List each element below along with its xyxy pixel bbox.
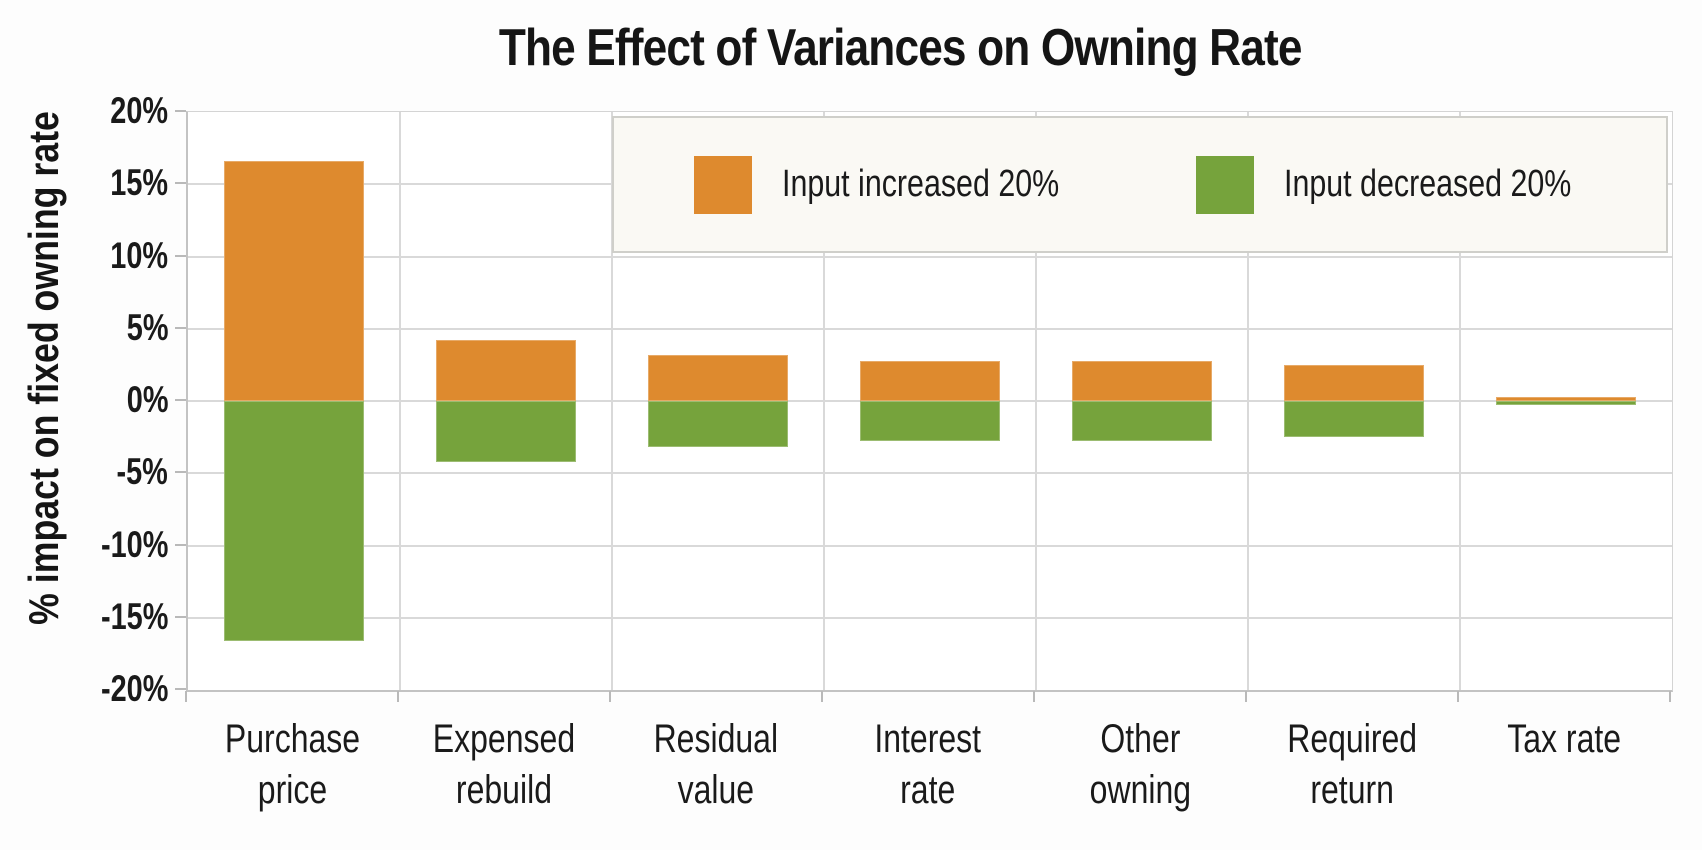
y-tick-text: 0% [126, 379, 168, 420]
y-axis-tick [175, 326, 186, 329]
category-label-text: Residual value [653, 717, 779, 812]
bar-increase-purchase-price [224, 161, 364, 401]
category-label-purchase-price: Purchase price [186, 714, 398, 816]
bar-decrease-expensed-rebuild [436, 401, 576, 462]
y-tick-label-5: 5% [38, 306, 168, 350]
category-label-required-return: Required return [1246, 714, 1458, 816]
x-axis-tick [1245, 691, 1247, 702]
bar-decrease-residual-value [648, 401, 788, 448]
bar-decrease-required-return [1284, 401, 1424, 438]
y-tick-label-10: 10% [38, 234, 168, 278]
category-label-residual-value: Residual value [610, 714, 822, 816]
legend-item-increase: Input increased 20% [694, 118, 1128, 251]
category-label-other-owning: Other owning [1034, 714, 1246, 816]
x-axis-tick [821, 691, 823, 702]
y-axis-tick [175, 399, 186, 401]
gridline-horizontal [188, 544, 1672, 547]
bar-increase-interest-rate [860, 360, 1000, 401]
y-tick-text: -5% [116, 451, 168, 493]
y-axis-tick [175, 471, 186, 474]
category-label-expensed-rebuild: Expensed rebuild [398, 714, 610, 816]
y-axis-tick [175, 182, 186, 185]
y-tick-label-0: 0% [38, 378, 168, 422]
bar-increase-tax-rate [1496, 397, 1636, 401]
category-label-text: Other owning [1089, 717, 1191, 812]
x-axis-tick [185, 691, 187, 702]
legend-swatch-increase [694, 155, 752, 214]
category-label-text: Purchase price [224, 717, 360, 812]
gridline-vertical [823, 112, 825, 690]
y-axis-tick [175, 543, 186, 546]
bar-decrease-purchase-price [224, 401, 364, 641]
category-label-interest-rate: Interest rate [822, 714, 1034, 816]
y-tick-text: -20% [100, 668, 168, 709]
bar-decrease-tax-rate [1496, 401, 1636, 405]
y-axis-tick [175, 688, 186, 690]
y-tick-text: -15% [100, 595, 168, 637]
gridline-vertical [1035, 112, 1037, 690]
y-axis-tick [175, 254, 186, 257]
y-tick-label-20: 20% [38, 89, 168, 133]
x-axis-tick [397, 691, 399, 702]
category-label-text: Interest rate [874, 717, 982, 812]
legend-label-text: Input increased 20% [782, 163, 1060, 205]
y-tick-text: 15% [110, 162, 168, 204]
legend-label: Input decreased 20% [1284, 163, 1643, 206]
bar-increase-residual-value [648, 354, 788, 401]
x-axis-tick [1457, 691, 1459, 702]
y-tick-text: 20% [110, 90, 168, 131]
x-axis-tick [1669, 691, 1671, 702]
y-tick-text: -10% [100, 523, 168, 565]
legend-label: Input increased 20% [782, 163, 1128, 206]
legend-swatch-decrease [1196, 155, 1254, 214]
category-label-text: Required return [1287, 717, 1417, 812]
chart-title-text: The Effect of Variances on Owning Rate [498, 19, 1303, 77]
category-label-text: Expensed rebuild [432, 717, 576, 812]
gridline-vertical [399, 112, 401, 690]
y-tick-label--5: -5% [38, 450, 168, 494]
chart-title: The Effect of Variances on Owning Rate [150, 18, 1650, 78]
legend: Input increased 20% Input decreased 20% [612, 116, 1668, 253]
bar-decrease-other-owning [1072, 401, 1212, 442]
bar-increase-other-owning [1072, 360, 1212, 401]
y-tick-label--20: -20% [38, 667, 168, 711]
gridline-horizontal [188, 472, 1672, 475]
x-axis-tick [609, 691, 611, 702]
legend-item-decrease: Input decreased 20% [1196, 118, 1643, 251]
y-tick-label--10: -10% [38, 523, 168, 567]
gridline-vertical [1459, 112, 1461, 690]
gridline-horizontal [188, 327, 1672, 330]
legend-label-text: Input decreased 20% [1284, 163, 1572, 205]
y-tick-label--15: -15% [38, 595, 168, 639]
gridline-vertical [611, 112, 613, 690]
y-tick-text: 5% [126, 306, 168, 348]
x-axis-tick [1033, 691, 1035, 702]
y-axis-tick [175, 110, 186, 112]
bar-decrease-interest-rate [860, 401, 1000, 442]
gridline-horizontal [188, 616, 1672, 619]
y-axis-tick [175, 615, 186, 618]
category-label-text: Tax rate [1507, 717, 1621, 761]
gridline-horizontal [188, 255, 1672, 258]
y-tick-label-15: 15% [38, 161, 168, 205]
bar-increase-required-return [1284, 364, 1424, 401]
gridline-vertical [1247, 112, 1249, 690]
bar-increase-expensed-rebuild [436, 340, 576, 401]
category-label-tax-rate: Tax rate [1458, 714, 1670, 765]
y-tick-text: 10% [110, 234, 168, 276]
